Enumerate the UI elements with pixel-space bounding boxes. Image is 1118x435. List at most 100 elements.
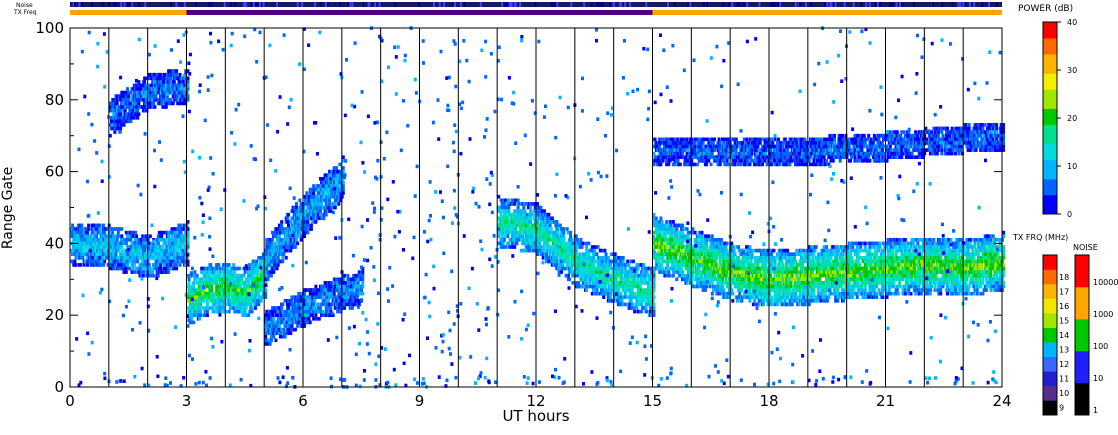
echo-cell [528, 245, 531, 249]
echo-cell [500, 205, 504, 210]
noise-sample [550, 2, 553, 7]
echo-cell [562, 234, 566, 238]
echo-cell [644, 302, 648, 307]
echo-cell [693, 270, 697, 274]
noise-sample [260, 2, 263, 7]
echo-cell [316, 212, 320, 217]
echo-cell [710, 281, 714, 285]
echo-cell [550, 216, 554, 221]
echo-cell [86, 245, 89, 249]
echo-cell [195, 281, 199, 285]
echo-cell [636, 288, 640, 292]
echo-cell [700, 234, 704, 238]
echo-cell [290, 295, 294, 299]
echo-cell [161, 256, 165, 260]
echo-cell [560, 238, 563, 242]
noise-sample [367, 2, 370, 7]
echo-cell [724, 277, 728, 282]
echo-cell [722, 273, 726, 278]
echo-cell [698, 245, 702, 249]
echo-cell [700, 273, 704, 278]
echo-cell [506, 234, 510, 238]
echo-cell [255, 259, 258, 264]
echo-cell [514, 198, 518, 203]
echo-cell [151, 252, 155, 256]
echo-cell [163, 238, 167, 242]
echo-cell [324, 281, 328, 285]
echo-cell [335, 295, 338, 299]
echo-cell [274, 252, 278, 256]
echo-cell [606, 295, 610, 299]
echo-cell [343, 284, 346, 289]
echo-cell [613, 252, 617, 256]
echo-cell [341, 184, 345, 188]
echo-cell [271, 313, 274, 317]
echo-cell [179, 248, 183, 253]
echo-cell [249, 288, 253, 292]
echo-cell [295, 205, 298, 210]
echo-cell [296, 234, 300, 238]
echo-cell [268, 342, 272, 346]
echo-cell [139, 238, 143, 242]
echo-cell [257, 291, 261, 296]
echo-cell [504, 212, 507, 217]
echo-cell [273, 266, 277, 271]
echo-cell [683, 273, 687, 278]
echo-cell [202, 299, 206, 303]
echo-cell [639, 302, 643, 307]
echo-cell [298, 313, 302, 317]
echo-cell [683, 227, 687, 231]
noise-sample [743, 2, 746, 7]
noise-sample [301, 2, 304, 7]
echo-cell [218, 284, 222, 289]
echo-cell [293, 234, 297, 238]
echo-cell [280, 248, 284, 253]
echo-cell [256, 270, 260, 274]
echo-cell [700, 230, 704, 235]
noise-sample [810, 2, 813, 7]
echo-cell [189, 313, 193, 317]
noise-sample [702, 2, 705, 7]
echo-cell [259, 284, 263, 289]
echo-cell [116, 234, 120, 238]
echo-cell [684, 256, 688, 260]
echo-cell [630, 284, 634, 289]
echo-cell [521, 234, 525, 238]
echo-cell [595, 288, 599, 292]
echo-cell [162, 72, 166, 77]
echo-cell [264, 263, 268, 267]
echo-cell [290, 299, 294, 303]
echo-cell [299, 212, 303, 217]
echo-cell [321, 309, 325, 314]
echo-cell [328, 198, 332, 203]
echo-cell [532, 234, 536, 238]
echo-cell [203, 288, 207, 292]
echo-cell [652, 284, 656, 289]
echo-cell [554, 223, 558, 228]
noise-sample [108, 2, 111, 7]
echo-cell [606, 281, 610, 285]
echo-cell [655, 238, 659, 242]
echo-cell [250, 309, 254, 314]
echo-cell [330, 291, 334, 296]
echo-cell [663, 227, 667, 231]
echo-cell [306, 230, 310, 235]
echo-cell [507, 209, 511, 213]
echo-cell [709, 273, 713, 278]
echo-cell [510, 220, 514, 224]
echo-cell [585, 281, 589, 285]
echo-cell [580, 270, 584, 274]
echo-cell [271, 320, 274, 325]
noise-sample [296, 2, 299, 7]
echo-cell [650, 273, 654, 278]
echo-cell [311, 220, 314, 224]
echo-cell [572, 241, 576, 246]
echo-cell [258, 256, 262, 260]
echo-cell [541, 256, 545, 260]
echo-cell [311, 187, 314, 192]
echo-cell [675, 223, 679, 228]
echo-cell [197, 295, 201, 299]
echo-cell [693, 230, 697, 235]
noise-sample [534, 2, 537, 7]
echo-cell [325, 180, 329, 185]
